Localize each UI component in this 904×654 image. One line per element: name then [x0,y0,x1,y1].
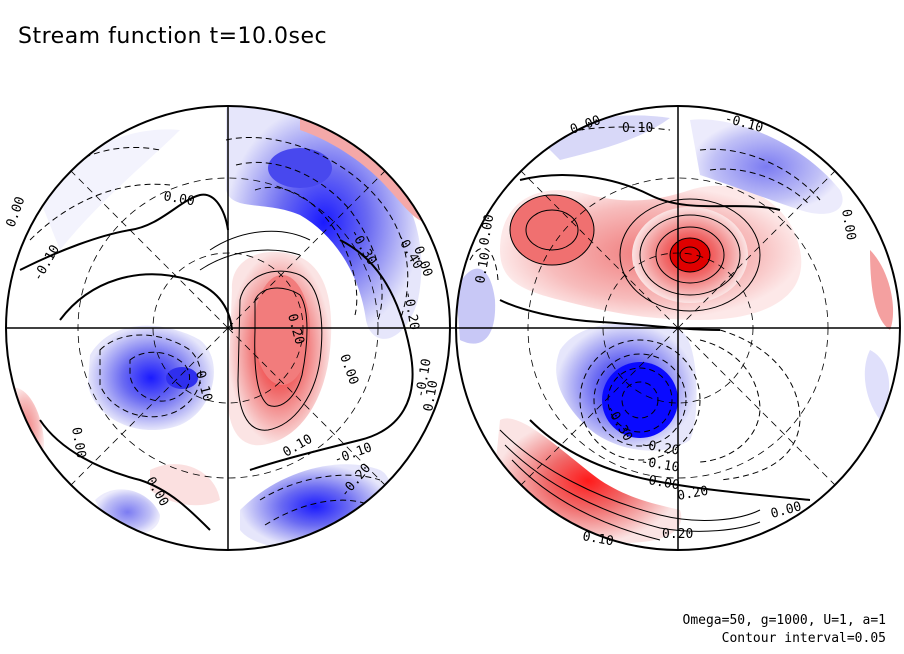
left-zero-contour-2 [59,273,233,331]
right-solid-contour-1 [619,198,761,312]
left-negative-core-west [166,367,198,389]
left-contour-label: 0.10 [421,379,441,412]
left-dashed-contour-1 [225,136,409,321]
left-dashed-contour-3 [254,186,358,316]
right-positive-vortex-northwest [510,195,594,265]
right-solid-contour-6 [509,194,595,266]
left-dashed-contour-5 [129,351,190,402]
right-negative-lobe-west [456,268,496,344]
right-solid-contour-8 [499,429,761,521]
left-solid-contour-3 [209,230,311,251]
right-zero-contour-2 [519,174,781,211]
right-dashed-contour-5 [699,339,761,463]
left-contour-label: -0.20 [400,290,422,331]
right-contours [469,126,821,541]
right-contour-label: 0.10 [473,251,493,284]
right-contour-label: 0.10 [581,529,614,549]
right-dashed-contour-3 [607,367,673,433]
right-dashed-contour-7 [699,148,821,201]
left-positive-core-center [254,275,310,385]
right-negative-lobe-northeast [690,119,843,214]
right-contour-label: 0.20 [676,484,709,504]
right-dashed-contour-1 [579,339,701,461]
right-dashed-contour-6 [719,329,801,481]
left-zero-contour-1 [19,193,229,271]
chart-footer: Omega=50, g=1000, U=1, a=1 Contour inter… [683,612,887,648]
right-dashed-contour-2 [593,353,687,447]
right-solid-contour-5 [679,246,701,264]
left-solid-contour-2 [254,287,308,407]
left-hemisphere-outline [5,105,451,551]
right-positive-lobe-east [870,250,894,330]
left-dashed-contour-9 [264,499,371,526]
left-contour-label: 0.00 [68,426,88,459]
left-positive-lobe-northeast [300,112,430,222]
right-negative-core-south [602,362,678,438]
right-solid-contour-4 [669,237,711,273]
right-negative-lobe-east [864,350,890,420]
left-contour-label: -0.10 [413,358,435,399]
left-negative-vortex-west [88,325,214,431]
right-solid-contour-2 [639,214,741,296]
right-contour-label: 0.10 [622,121,653,136]
right-contour-label: 0.20 [662,527,693,542]
left-graticule-meridian-4 [227,327,387,487]
right-zero-contour-3 [529,419,811,501]
left-contour-label: 0.00 [162,189,195,209]
right-hemisphere-outline [455,105,901,551]
left-positive-lobe-south [150,464,220,506]
left-graticule-meridian-3 [69,327,229,487]
right-solid-contour-9 [504,444,761,532]
left-solid-contour-1 [237,270,323,431]
right-contour-label: -0.10 [639,454,680,476]
right-graticule-meridian-2 [677,169,837,329]
axes [6,106,900,550]
right-solid-contour-10 [511,459,661,541]
right-contour-label: 0.00 [477,213,497,246]
right-contour-label: 0.00 [838,208,858,241]
right-contour-label: 0.00 [647,473,680,493]
left-negative-lobe-northwest [40,129,180,250]
right-solid-contour-3 [655,226,725,284]
left-negative-core-ne [268,148,332,188]
left-contour-label: 0.00 [4,195,29,230]
right-graticule-meridian-3 [519,327,679,487]
left-graticule-meridian-1 [69,169,229,329]
right-contour-label: -0.20 [639,437,680,459]
right-dashed-contour-8 [709,168,811,206]
left-dashed-contour-8 [259,474,381,501]
left-zero-contour-4 [39,419,211,531]
footer-params: Omega=50, g=1000, U=1, a=1 [682,613,887,628]
page-title: Stream function t=10.0sec [18,24,328,49]
right-graticule-meridian-4 [677,327,837,487]
left-dashed-contour-4 [99,334,202,418]
right-solid-contour-7 [525,209,579,251]
left-zero-contour-3 [249,239,414,471]
left-solid-contour-4 [199,249,301,271]
right-positive-peak-north [670,238,710,272]
footer-interval: Contour interval=0.05 [721,631,886,646]
right-graticule-meridian-1 [519,169,679,329]
right-dashed-contour-10 [469,248,499,281]
left-graticule-meridian-2 [227,169,387,329]
